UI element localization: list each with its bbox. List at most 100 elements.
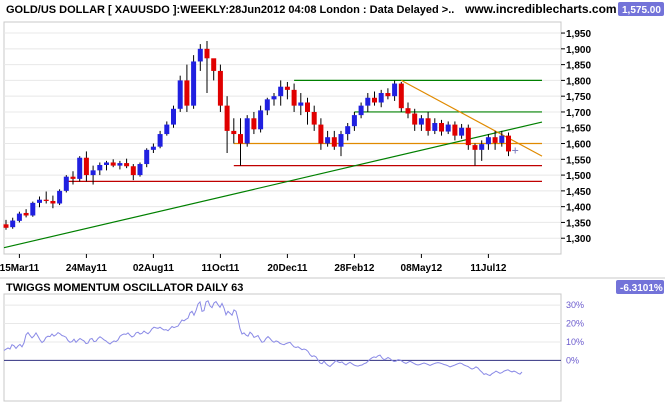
candle [177,75,183,112]
candle-body [130,166,136,176]
price-chart-title: GOLD/US DOLLAR [ XAUUSDO ]:WEEKLY:28Jun2… [6,4,454,16]
oscillator-tick-label: 30% [566,300,584,310]
candle [445,121,451,135]
price-tick-label: 1,700 [566,108,591,119]
trend-line [3,121,543,249]
candle-body [452,124,458,136]
candle-body [16,213,22,221]
price-tick-label: 1,550 [566,155,591,166]
candle-body [398,83,404,109]
candle-body [37,199,42,203]
candle-body [506,135,511,152]
candle [43,191,49,204]
candle [425,111,431,136]
price-plot-area [3,21,562,255]
candle-body [57,190,63,204]
candle [90,165,96,185]
candle-body [23,212,29,216]
candle-body [117,163,123,166]
candle [258,105,264,133]
candle-body [311,111,317,125]
candle-body [204,48,210,59]
oscillator-series [3,300,523,377]
candle-body [231,130,237,135]
candle [459,123,465,139]
candle-body [284,86,290,90]
candle-body [97,164,103,171]
candle [184,64,190,112]
candle-body [238,134,243,144]
candle [284,81,290,100]
candle [278,80,284,106]
candle-body [499,135,505,143]
candle [479,140,485,161]
candle-body [63,176,69,191]
candle [197,44,203,71]
candle [318,118,324,150]
candle-body [485,137,491,145]
last-price-label: 1,575.00 [622,5,661,16]
candle [77,156,83,182]
candle [117,160,123,170]
candle [331,130,337,150]
price-tick-label: 1,350 [566,218,591,229]
candle-body [372,97,377,103]
candle-body [445,124,451,132]
candle-body [358,105,364,116]
candle [238,118,243,166]
candle [30,201,36,217]
candle [144,148,150,168]
candle-body [298,102,304,106]
candle-body [217,70,223,106]
x-tick-label: 28Feb12 [334,263,374,274]
oscillator-plot-area [3,293,562,402]
x-tick-label: 24May11 [66,263,108,274]
candle-body [305,102,310,112]
candle-body [425,118,431,131]
candle [137,162,143,177]
candle [57,189,63,206]
x-axis: 15Mar11 24May11 02Aug11 11Oct11 20Dec11 28Feb… [0,254,507,274]
candle [291,83,297,112]
candle-body [137,164,143,176]
candle [325,130,331,147]
candle [83,151,89,182]
candle [130,164,136,181]
candle-body [291,89,297,106]
candle-body [378,93,384,103]
candle [492,130,498,150]
candle [10,217,16,229]
candle [305,97,310,125]
candle-body [472,145,478,150]
price-tick-label: 1,850 [566,61,591,72]
candle [351,111,357,131]
candle [124,158,130,169]
candle-body [184,80,190,106]
oscillator-value-label: -6.3101% [620,283,663,294]
price-tick-label: 1,400 [566,203,591,214]
candle-body [412,113,418,125]
last-price-badge [618,2,664,16]
candle [104,160,109,171]
candle-body [432,123,438,131]
candle [217,64,223,112]
candle-body [43,199,49,201]
candle-body [104,162,109,165]
candle-body [171,108,176,125]
candle [452,121,458,141]
candle-body [338,134,344,147]
candle-body [157,134,163,147]
candle [485,134,491,150]
x-tick-label: 15Mar11 [0,263,40,274]
candle-body [258,110,264,130]
x-tick-label: 20Dec11 [267,263,307,274]
candle [157,130,163,149]
candle [50,195,56,209]
candle-body [50,200,56,204]
oscillator-value-badge [616,280,664,294]
candle-body [83,157,89,176]
candle [231,118,237,144]
candle [338,130,344,157]
candle [37,196,42,208]
candle-body [345,126,351,135]
